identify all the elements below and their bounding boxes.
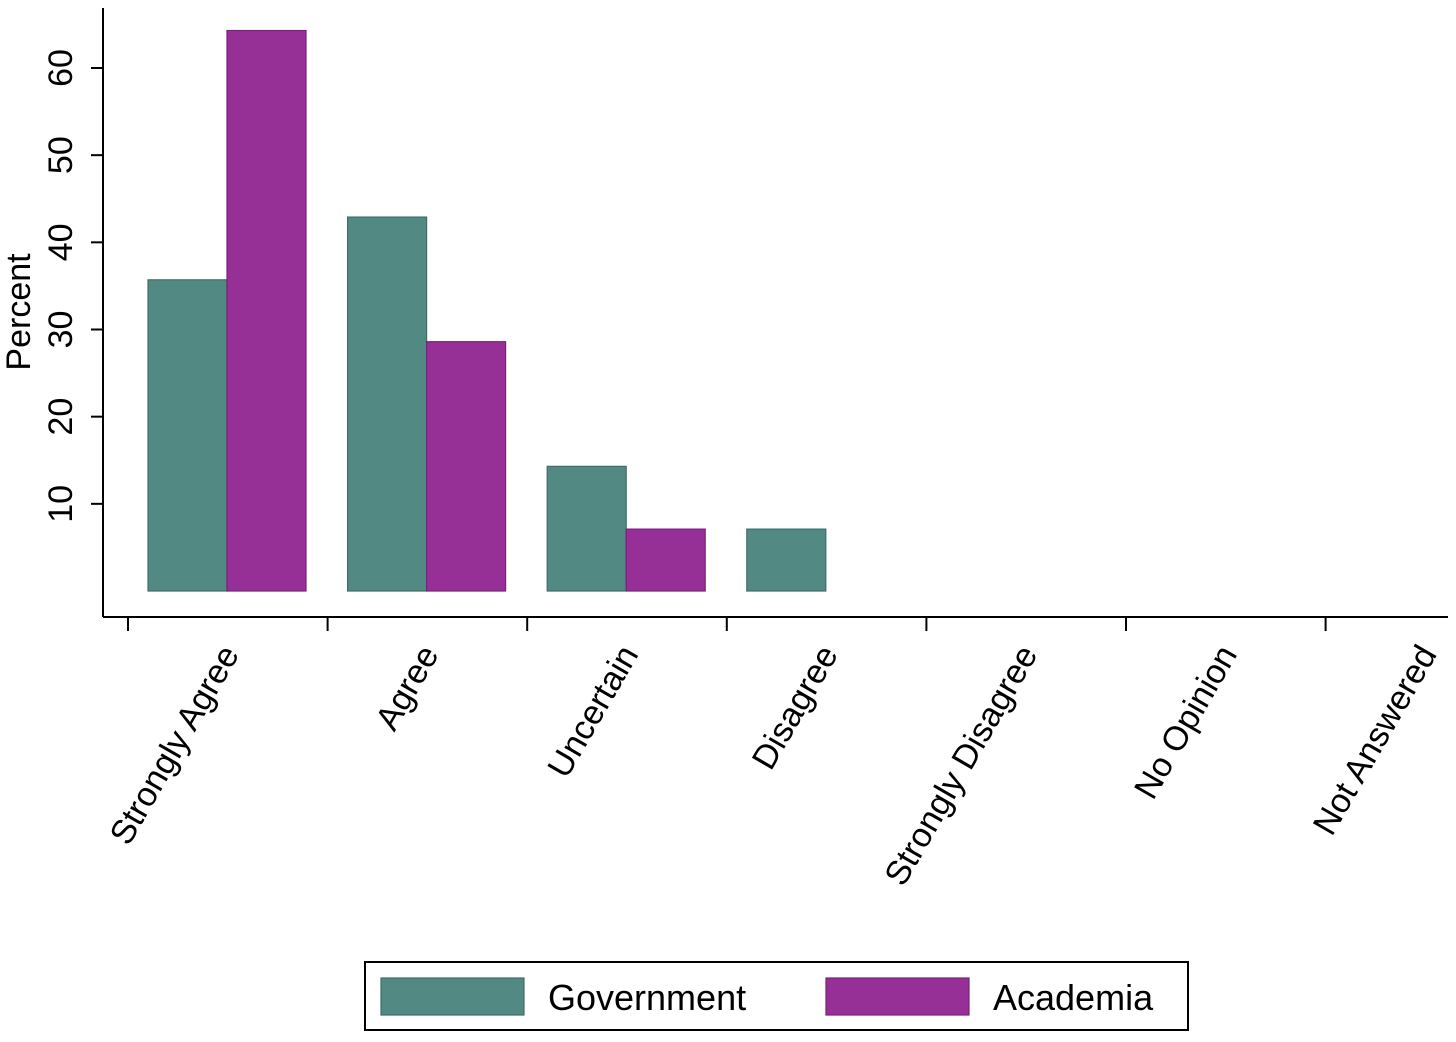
y-tick-label: 30 [42,311,80,349]
x-tick-label-no-opinion: No Opinion [1127,639,1245,805]
bar-government-uncertain [546,465,627,592]
legend-swatch-academia [825,977,970,1016]
y-tick-label: 40 [42,223,80,261]
x-axis: Strongly Agree Agree Uncertain Disagree Stro… [103,616,1448,892]
x-tick-label-uncertain: Uncertain [540,639,646,784]
bar-academia-strongly-agree [226,29,307,592]
legend-label-government: Government [548,977,746,1018]
y-tick-label: 60 [42,49,80,87]
bars-group [147,29,827,592]
y-tick-label: 10 [42,485,80,523]
x-tick-label-strongly-agree: Strongly Agree [103,639,247,851]
bar-academia-agree [426,341,507,592]
x-tick-label-agree: Agree [368,639,446,737]
bar-government-disagree [746,528,827,592]
legend-label-academia: Academia [993,977,1154,1018]
bar-government-agree [347,216,428,592]
x-tick-label-not-answered: Not Answered [1306,639,1445,841]
bar-government-strongly-agree [147,279,228,592]
y-axis-title: Percent [0,253,38,371]
y-tick-label: 20 [42,398,80,436]
legend-swatch-government [380,977,525,1016]
legend: Government Academia [364,961,1189,1031]
y-axis: 10 20 30 40 50 60 [42,8,104,617]
x-tick-label-disagree: Disagree [745,639,846,776]
x-tick-label-strongly-disagree: Strongly Disagree [877,639,1045,892]
y-tick-label: 50 [42,136,80,174]
bar-academia-uncertain [625,528,706,592]
